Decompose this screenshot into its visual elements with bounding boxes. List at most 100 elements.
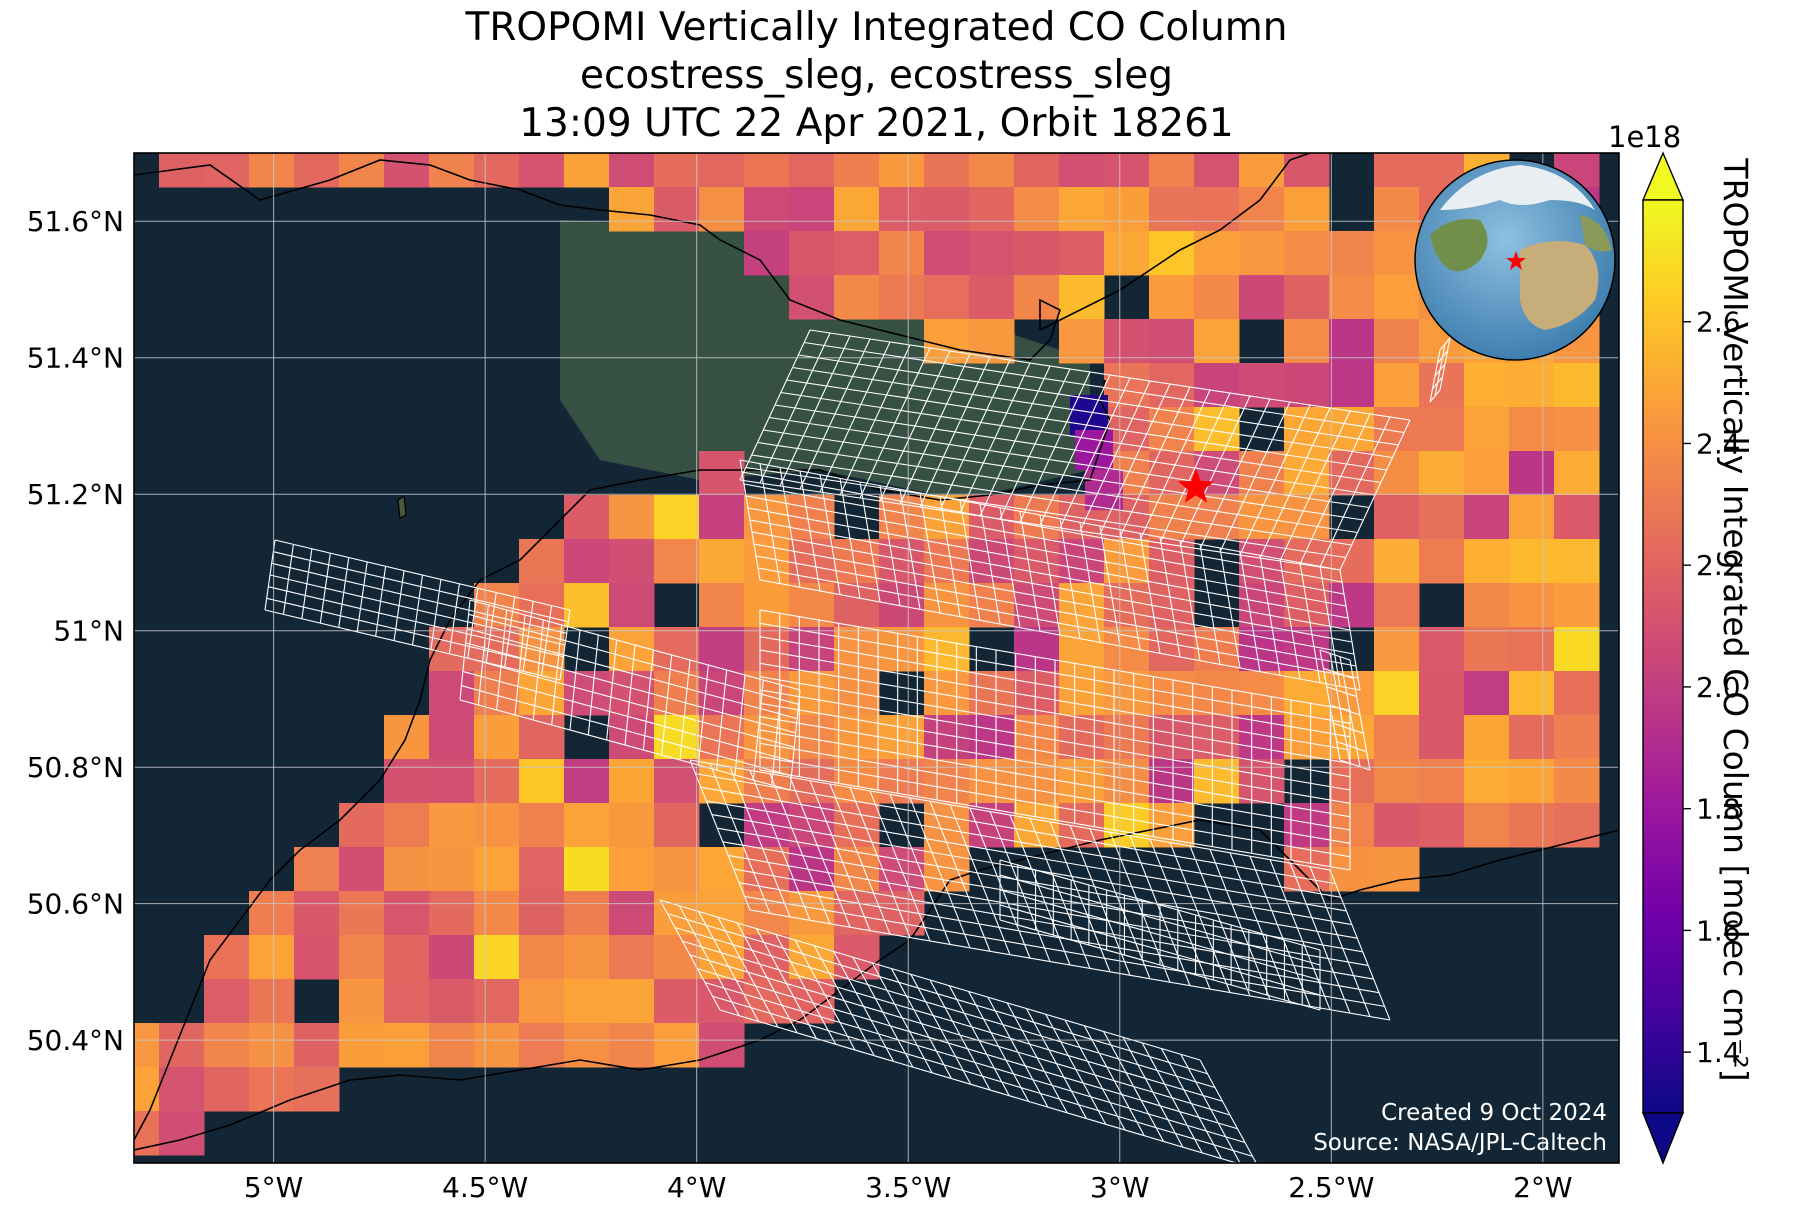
co-cell (564, 1023, 610, 1068)
footprint-line (745, 466, 1346, 559)
co-cell (699, 1023, 745, 1068)
footprint-line (999, 919, 1321, 1011)
footprint-line (1429, 389, 1441, 403)
lat-tick-label: 51°N (53, 615, 124, 648)
co-cell (924, 319, 970, 364)
co-cell (294, 1023, 340, 1068)
footprint-line (999, 904, 1321, 996)
co-cell (474, 847, 520, 892)
footprint-line (745, 495, 1347, 607)
source-credit: Source: NASA/JPL-Caltech (1313, 1130, 1607, 1156)
footprint-line (1319, 649, 1351, 661)
co-cell (339, 891, 385, 936)
co-cell (384, 803, 430, 848)
co-cell (519, 715, 565, 760)
footprint-line (689, 759, 751, 911)
footprint-line (477, 604, 489, 706)
lat-tick-label: 50.6°N (27, 888, 124, 921)
footprint-line (780, 391, 1381, 484)
co-cell (1554, 407, 1600, 452)
co-cell (969, 231, 1015, 276)
co-cell (834, 847, 880, 892)
co-cell (1419, 671, 1465, 716)
co-cell (1284, 627, 1330, 672)
co-cell (924, 275, 970, 320)
footprint-line (1437, 350, 1448, 364)
co-cell (879, 539, 925, 584)
footprint-line (606, 639, 618, 741)
co-cell (1374, 187, 1420, 232)
co-cell (1284, 495, 1330, 540)
footprint-line (869, 790, 931, 942)
chart-subtitle-time: 13:09 UTC 22 Apr 2021, Orbit 18261 (519, 101, 1234, 146)
footprint-line (774, 404, 1376, 496)
co-cell (1554, 715, 1600, 760)
colorbar-tick-label: 2.4 (1696, 427, 1741, 460)
co-cell (1554, 363, 1600, 408)
co-cell (1194, 319, 1240, 364)
co-cell (1014, 671, 1060, 716)
footprint-line (273, 551, 569, 623)
co-cell (1509, 715, 1555, 760)
footprint-line (722, 841, 1363, 953)
co-cell (519, 539, 565, 584)
co-cell (654, 803, 700, 848)
co-cell (134, 1023, 160, 1068)
co-cell (654, 153, 700, 188)
co-cell (519, 153, 565, 188)
co-cell (924, 187, 970, 232)
co-cell (1329, 231, 1375, 276)
footprint-line (999, 859, 1321, 951)
co-cell (1509, 407, 1555, 452)
co-cell (1059, 715, 1105, 760)
colorbar-tick-label: 1.8 (1696, 793, 1741, 826)
footprint-line (466, 628, 798, 720)
co-cell (1149, 187, 1195, 232)
co-cell (294, 891, 340, 936)
footprint-line (719, 1009, 1239, 1163)
co-cell (1374, 539, 1420, 584)
co-cell (1509, 627, 1555, 672)
co-cell (1014, 153, 1060, 188)
footprint-line (1169, 842, 1231, 993)
colorbar-ticks: 1.4 1.6 1.8 2.0 2.2 2.4 2.6 (1683, 306, 1741, 1069)
footprint-line (661, 654, 673, 756)
lon-tick-label: 3.5°W (865, 1171, 951, 1204)
co-cell (1329, 759, 1375, 804)
co-cell (609, 539, 655, 584)
co-cell (429, 803, 475, 848)
chart-title: TROPOMI Vertically Integrated CO Column (465, 5, 1288, 50)
footprint-line (1339, 759, 1371, 771)
co-cell (474, 979, 520, 1024)
co-cell (1464, 627, 1510, 672)
co-cell (1464, 407, 1510, 452)
co-cell (249, 979, 295, 1024)
co-cell (1149, 363, 1195, 408)
co-cell (1149, 759, 1195, 804)
footprint-line (1229, 852, 1291, 1004)
co-cell (519, 759, 565, 804)
co-cell (1374, 759, 1420, 804)
co-cell (1149, 231, 1195, 276)
co-cell (654, 627, 700, 672)
co-column-cells (134, 153, 1600, 1156)
co-cell (924, 759, 970, 804)
co-cell (1464, 495, 1510, 540)
co-cell (1194, 671, 1240, 716)
co-cell (789, 627, 835, 672)
co-cell (1104, 715, 1150, 760)
lon-tick-labels: 5°W 4.5°W 4°W 3.5°W 3°W 2.5°W 2°W (244, 1171, 1573, 1204)
footprint-line (1189, 845, 1251, 997)
co-cell (654, 187, 700, 232)
co-cell (429, 759, 475, 804)
footprint-line (1329, 869, 1391, 1021)
footprint-line (755, 555, 1357, 667)
footprint-line (1434, 363, 1446, 377)
colorbar-label: TROPOMI Vertically Integrated CO Column … (1716, 158, 1755, 1082)
co-cell (1194, 495, 1240, 540)
footprint-line (1009, 814, 1071, 966)
co-cell (1104, 231, 1150, 276)
map-frame (133, 152, 1620, 1164)
co-cell (159, 153, 205, 188)
